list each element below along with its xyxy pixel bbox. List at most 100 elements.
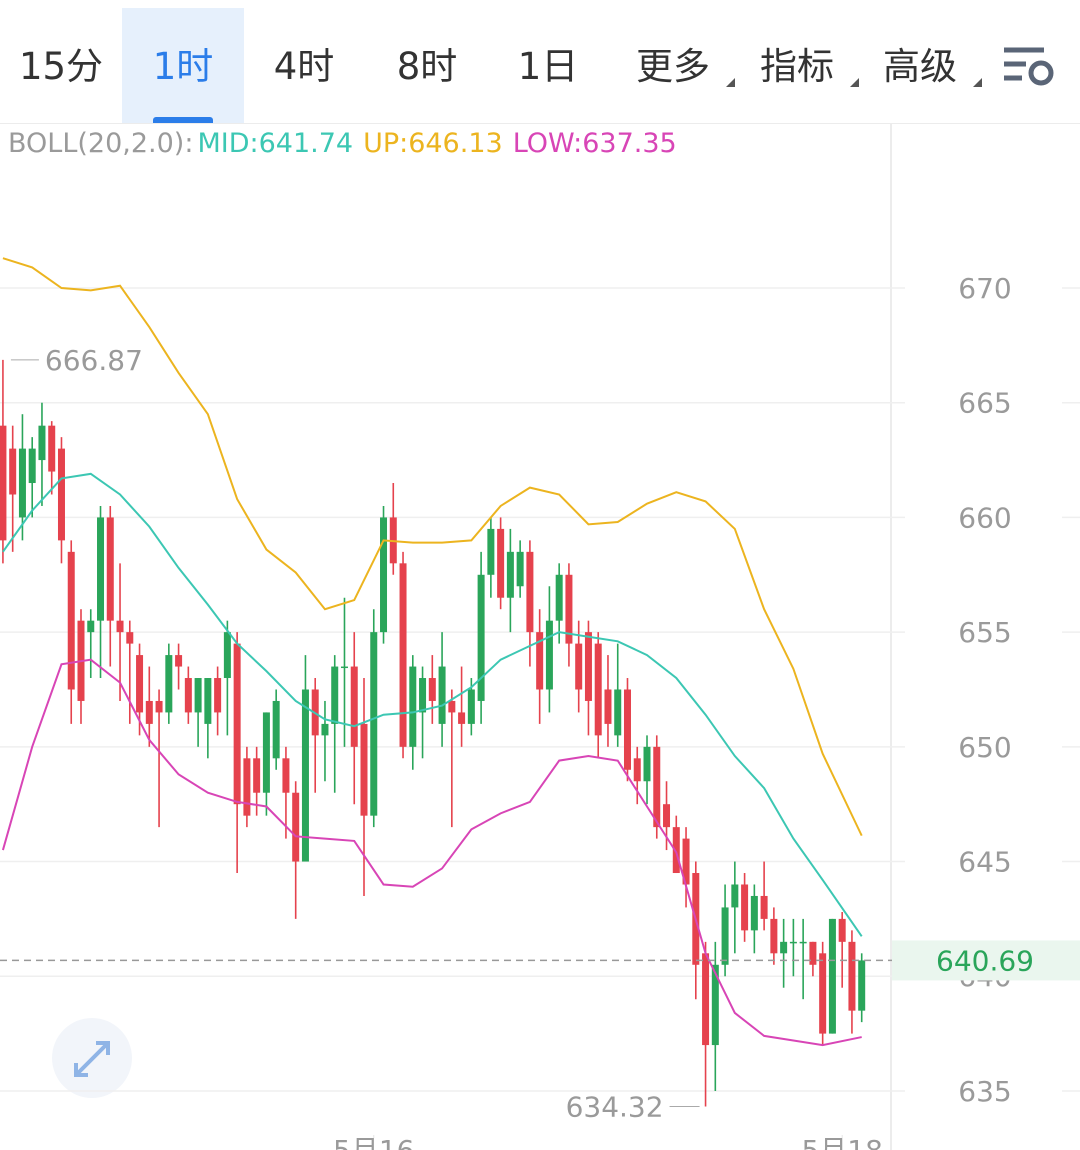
candle-body — [0, 425, 7, 541]
current-price-box — [892, 940, 1080, 981]
candle-body — [711, 964, 719, 1046]
settings-icon[interactable] — [1004, 47, 1054, 86]
tab[interactable]: 高级 — [883, 45, 957, 88]
candle-body — [350, 666, 358, 747]
candle-body — [165, 655, 173, 713]
candle-body — [643, 746, 651, 782]
candle-body — [506, 551, 514, 598]
toolbar: 15分 1时 4时 8时 1日 更多 指标 高级 — [0, 0, 1080, 124]
candle-body — [409, 666, 417, 747]
candle-body — [223, 632, 231, 679]
candle-body — [340, 666, 348, 669]
candle-body — [555, 574, 563, 621]
candle-body — [682, 838, 690, 885]
candle-body — [536, 632, 544, 690]
plot-area — [0, 257, 866, 1107]
candle-body — [848, 941, 856, 1011]
candle-body — [57, 448, 65, 541]
candle-body — [799, 941, 807, 944]
candle-body — [136, 655, 144, 713]
candle-body — [419, 678, 427, 713]
candle-body — [731, 884, 739, 908]
candle-body — [760, 895, 768, 919]
candle-body — [497, 528, 505, 598]
legend-entry: LOW:637.35 — [512, 128, 677, 159]
candle-body — [301, 689, 309, 862]
candle-body — [838, 918, 846, 942]
candle-body — [633, 758, 641, 782]
candle-body — [38, 425, 46, 461]
candle-body — [262, 712, 270, 793]
expand-button[interactable] — [52, 1018, 132, 1098]
candle-body — [428, 678, 436, 701]
candle-body — [243, 758, 251, 816]
candle-body — [672, 827, 680, 874]
candle-body — [67, 551, 75, 690]
candle-body — [87, 620, 95, 633]
tab[interactable]: 4时 — [273, 45, 335, 88]
candle-body — [477, 574, 485, 701]
candle-body — [448, 700, 456, 713]
indicator-label: BOLL(20,2.0): — [8, 128, 194, 159]
candle-body — [106, 517, 114, 621]
candle-body — [282, 758, 290, 793]
candle-body — [272, 700, 280, 759]
y-tick-label: 655 — [958, 616, 1011, 649]
candle-body — [828, 918, 836, 1034]
candle-body — [48, 425, 56, 472]
candle-body — [204, 678, 212, 724]
tab[interactable]: 1时 — [122, 8, 244, 123]
candle-body — [819, 953, 827, 1034]
y-tick-label: 635 — [958, 1075, 1011, 1108]
tab[interactable]: 8时 — [396, 45, 458, 88]
candle-body — [233, 643, 241, 805]
candle-body — [575, 643, 583, 690]
y-tick-label: 645 — [958, 846, 1011, 879]
candle-body — [809, 941, 817, 965]
candle-body — [584, 632, 592, 701]
candle-body — [770, 918, 778, 954]
candle-body — [789, 941, 797, 944]
candle-body — [653, 746, 661, 828]
candle-body — [750, 895, 758, 931]
candle-body — [516, 551, 524, 587]
min-marker-label: 634.32 — [566, 1091, 664, 1124]
candle-body — [565, 574, 573, 644]
candle-body — [360, 723, 368, 816]
candle-body — [253, 758, 261, 793]
candle-body — [526, 551, 534, 633]
line-series — [1, 658, 862, 1047]
candle-body — [380, 517, 388, 633]
candle-body — [9, 448, 17, 495]
candle-body — [487, 528, 495, 575]
candle-body — [321, 723, 329, 736]
candle-body — [97, 517, 105, 621]
candle-body — [214, 678, 222, 713]
candle-body — [721, 907, 729, 965]
y-tick-label: 665 — [958, 387, 1011, 420]
candle-body — [18, 448, 26, 518]
legend: BOLL(20,2.0): MID:641.74 UP:646.13 LOW:637.… — [8, 128, 687, 159]
max-marker-label: 666.87 — [45, 344, 143, 377]
candle-body — [331, 666, 339, 724]
candle-body — [702, 953, 710, 1046]
candle-body — [370, 632, 378, 816]
x-tick-label: 5月16 — [333, 1134, 414, 1150]
tab[interactable]: 1日 — [517, 45, 579, 88]
candle-body — [594, 643, 602, 736]
tab[interactable]: 指标 — [760, 45, 834, 88]
tab[interactable]: 更多 — [636, 45, 710, 88]
x-tick-label: 5月18 — [801, 1134, 882, 1150]
candle-body — [604, 689, 612, 724]
tab[interactable]: 15分 — [18, 45, 104, 88]
line-series — [2, 472, 863, 937]
candle-body — [292, 792, 300, 862]
candle-body — [438, 666, 446, 724]
candle-body — [458, 712, 466, 724]
candle-body — [116, 620, 124, 633]
candle-body — [194, 678, 202, 713]
candle-body — [145, 700, 153, 724]
candle-body — [614, 689, 622, 736]
